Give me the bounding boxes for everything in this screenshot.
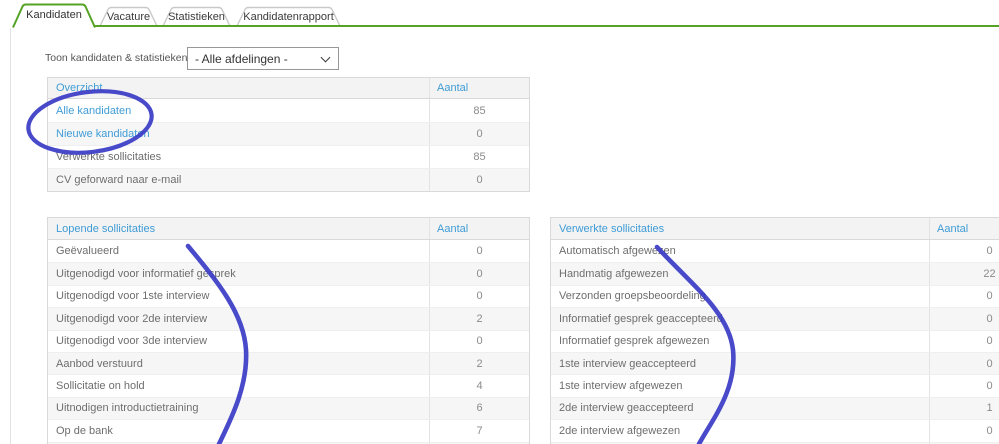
processed-table-header: Verwerkte sollicitaties Aantal [551, 218, 999, 240]
row-count: 0 [929, 375, 999, 397]
row-label: Informatief gesprek geaccepteerd [559, 312, 723, 325]
column-header-aantal: Aantal [429, 78, 529, 98]
row-count: 22 [929, 263, 999, 285]
row-label: Uitgenodigd voor 1ste interview [56, 290, 210, 303]
row-label: Sollicitatie on hold [56, 380, 145, 393]
table-row: 2de interview afgewezen 0 [551, 419, 999, 442]
row-count: 85 [429, 146, 529, 168]
row-label: Verwerkte sollicitaties [56, 151, 162, 163]
row-count: 0 [429, 169, 529, 191]
row-count: 0 [929, 352, 999, 375]
row-count: 0 [929, 240, 999, 263]
tab-shape-vacature [99, 6, 158, 27]
row-label: 2de interview afgewezen [559, 424, 681, 437]
tab-statistieken[interactable]: Statistieken [168, 11, 225, 23]
row-label: Informatief gesprek afgewezen [559, 335, 710, 348]
row-label: Aanbod verstuurd [56, 357, 143, 370]
table-row: Informatief gesprek geaccepteerd 0 [551, 307, 999, 330]
row-label: CV geforward naar e-mail [56, 174, 182, 186]
row-label: Verzonden groepsbeoordeling [559, 290, 706, 303]
tab-bar [12, 3, 999, 28]
row-label: Geëvalueerd [56, 245, 119, 258]
row-label: 1ste interview afgewezen [559, 380, 683, 393]
row-count: 4 [429, 375, 529, 397]
row-label: 1ste interview geaccepteerd [559, 357, 696, 370]
table-row-partial [551, 441, 999, 444]
table-row: 1ste interview geaccepteerd 0 [551, 351, 999, 375]
row-count: 2 [429, 308, 529, 330]
overview-table: Overzicht Aantal Alle kandidaten 85 Nieu… [47, 77, 530, 192]
table-row: Geëvalueerd 0 [48, 240, 529, 263]
table-row: Uitnodigen introductietraining 6 [48, 396, 529, 420]
row-count [429, 442, 529, 444]
row-count: 1 [929, 397, 999, 420]
column-header-aantal: Aantal [429, 218, 529, 239]
tab-kandidatenrapport[interactable]: Kandidatenrapport [243, 11, 334, 23]
row-count: 0 [429, 285, 529, 308]
row-count: 0 [429, 123, 529, 145]
table-row: Uitgenodigd voor informatief gesprek 0 [48, 262, 529, 285]
table-row: Uitgenodigd voor 2de interview 2 [48, 307, 529, 330]
row-count: 0 [929, 308, 999, 330]
row-count: 0 [929, 420, 999, 442]
table-row: Informatief gesprek afgewezen 0 [551, 329, 999, 352]
row-count: 0 [429, 240, 529, 263]
processed-applications-table: Verwerkte sollicitaties Aantal Automatis… [550, 217, 999, 444]
row-count: 0 [429, 263, 529, 285]
row-count: 0 [929, 285, 999, 308]
table-row: Uitgenodigd voor 3de interview 0 [48, 329, 529, 352]
table-row: Handmatig afgewezen 22 [551, 262, 999, 285]
table-row: Verzonden groepsbeoordeling 0 [551, 284, 999, 308]
row-count: 0 [429, 330, 529, 352]
row-count: 85 [429, 99, 529, 122]
table-row: Uitgenodigd voor 1ste interview 0 [48, 284, 529, 308]
tab-shape-statistieken [162, 6, 231, 27]
table-row: Automatisch afgewezen 0 [551, 240, 999, 263]
table-row: Verwerkte sollicitaties 85 [48, 145, 529, 168]
overview-table-header: Overzicht Aantal [48, 78, 529, 99]
filter-label: Toon kandidaten & statistieken voor: [45, 52, 214, 64]
department-filter: - Alle afdelingen - [187, 47, 339, 70]
row-label: Automatisch afgewezen [559, 245, 676, 258]
row-count: 2 [429, 352, 529, 375]
content-left-border [10, 28, 11, 444]
column-header-aantal: Aantal [929, 218, 999, 239]
row-label: 2de interview geaccepteerd [559, 402, 694, 415]
row-count: 6 [429, 397, 529, 420]
row-label: Handmatig afgewezen [559, 268, 669, 281]
tab-shape-kandidaten-active [12, 3, 96, 28]
table-row: Alle kandidaten 85 [48, 99, 529, 122]
row-count [929, 442, 999, 444]
row-label: Uitgenodigd voor 2de interview [56, 312, 208, 325]
link-alle-kandidaten[interactable]: Alle kandidaten [56, 104, 132, 117]
table-row: Sollicitatie on hold 4 [48, 374, 529, 397]
pending-applications-table: Lopende sollicitaties Aantal Geëvalueerd… [47, 217, 530, 444]
pending-table-header: Lopende sollicitaties Aantal [48, 218, 529, 240]
column-header-overzicht: Overzicht [56, 82, 103, 94]
row-label: Uitnodigen introductietraining [56, 402, 199, 415]
row-count: 0 [929, 330, 999, 352]
column-header-lopende-sollicitaties: Lopende sollicitaties [56, 222, 156, 235]
table-row: 1ste interview afgewezen 0 [551, 374, 999, 397]
table-row: Aanbod verstuurd 2 [48, 351, 529, 375]
tab-shape-kandidatenrapport [236, 6, 341, 27]
row-count: 7 [429, 420, 529, 442]
department-filter-select[interactable]: - Alle afdelingen - [187, 47, 339, 70]
row-label: Uitgenodigd voor informatief gesprek [56, 268, 236, 281]
table-row: 2de interview geaccepteerd 1 [551, 396, 999, 420]
table-row: Nieuwe kandidaten 0 [48, 122, 529, 145]
table-row-partial [48, 441, 529, 444]
table-row: Op de bank 7 [48, 419, 529, 442]
tab-kandidaten[interactable]: Kandidaten [26, 9, 82, 21]
table-row: CV geforward naar e-mail 0 [48, 168, 529, 191]
row-label: Op de bank [56, 424, 113, 437]
tab-vacature[interactable]: Vacature [106, 11, 151, 23]
row-label: Uitgenodigd voor 3de interview [56, 335, 208, 348]
column-header-verwerkte-sollicitaties: Verwerkte sollicitaties [559, 222, 665, 235]
link-nieuwe-kandidaten[interactable]: Nieuwe kandidaten [56, 128, 150, 140]
